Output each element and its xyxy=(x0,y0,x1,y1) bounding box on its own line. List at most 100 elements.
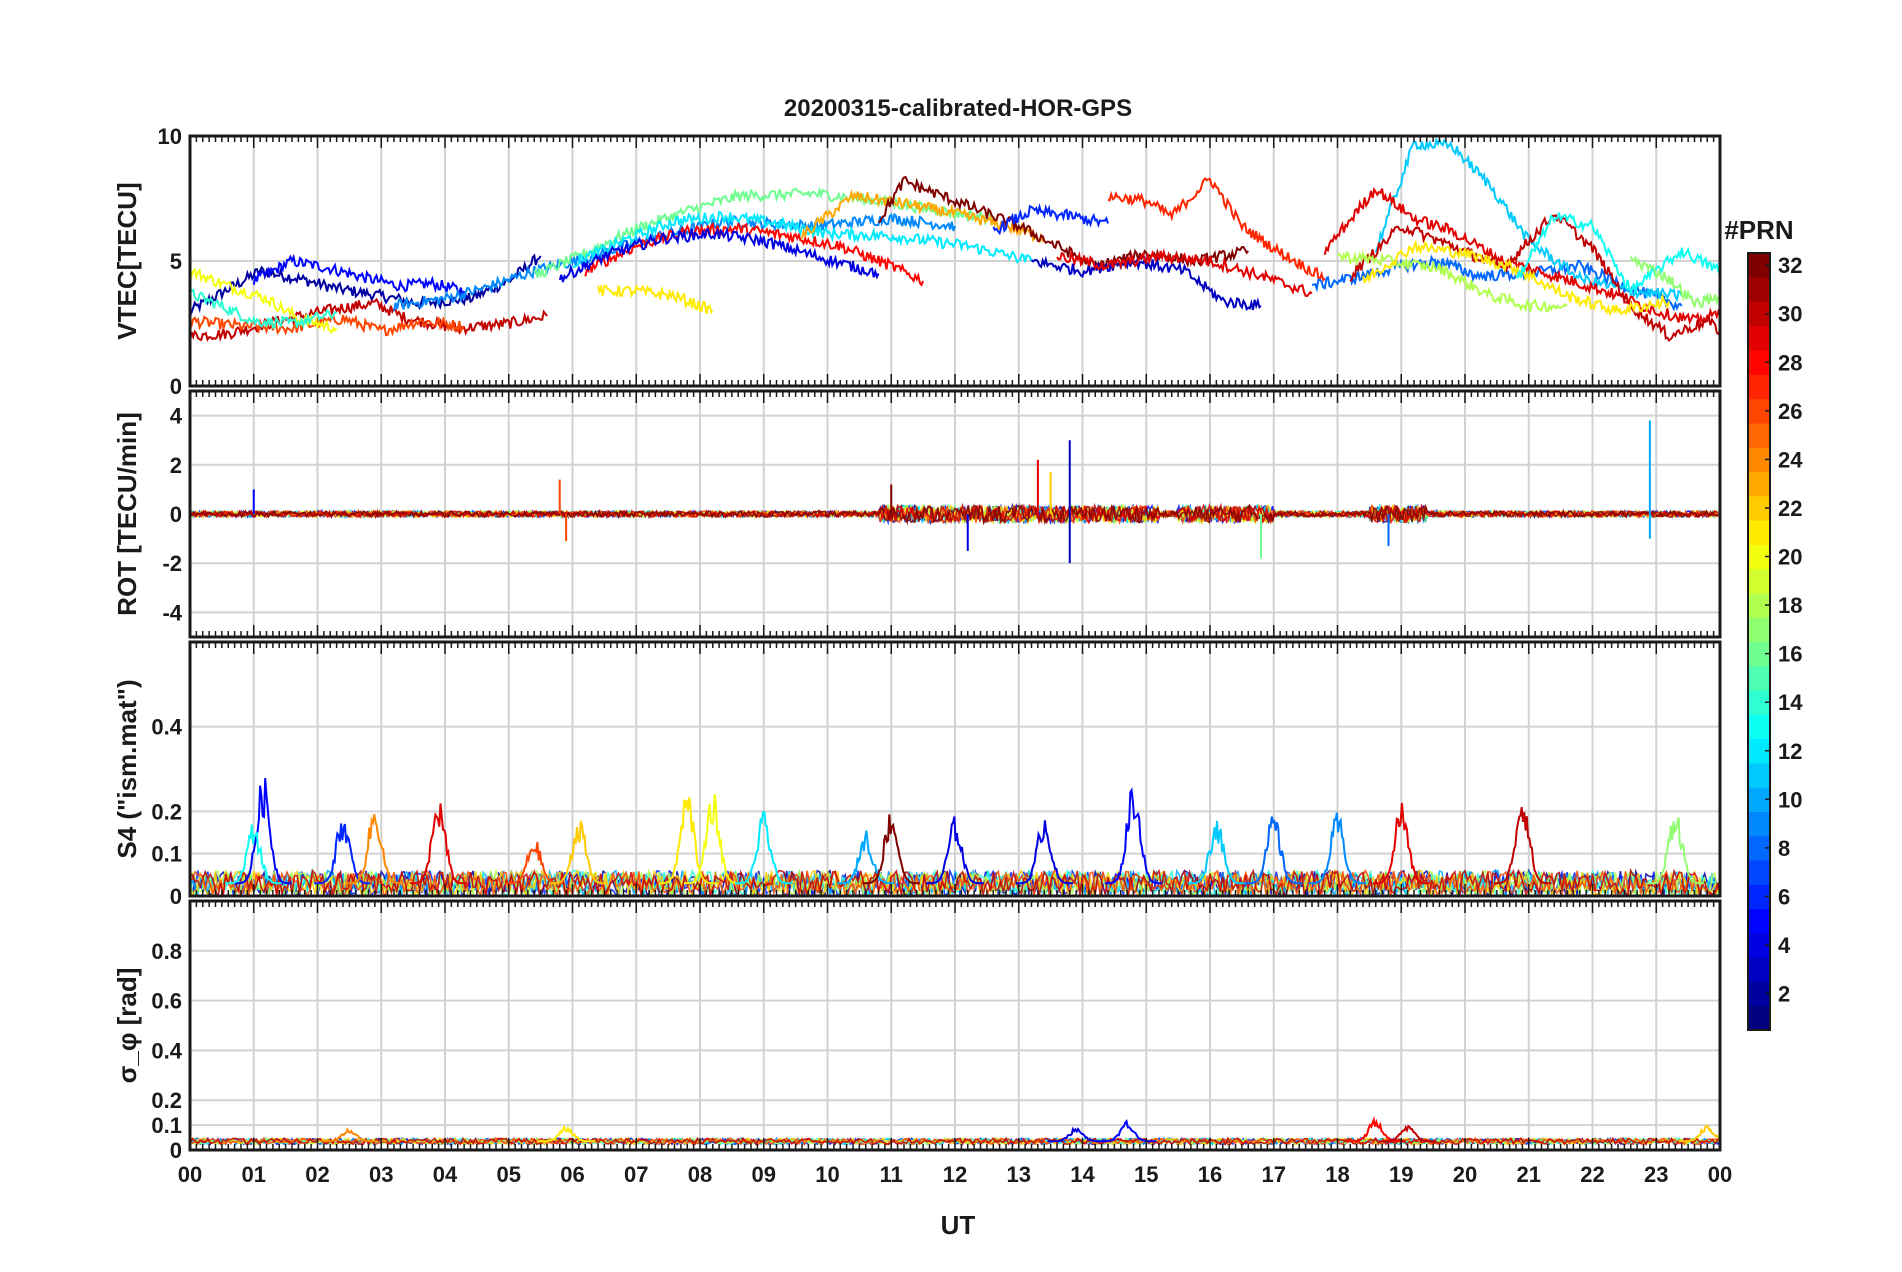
plot-area xyxy=(190,136,1720,343)
vtec-series-prn-17 xyxy=(1629,255,1720,309)
colorbar-tick-label: 8 xyxy=(1778,836,1790,861)
x-tick-label: 00 xyxy=(1708,1162,1732,1187)
y-tick-label: 0.1 xyxy=(151,842,182,867)
colorbar-frame xyxy=(1747,252,1771,1031)
colorbar-tick-label: 30 xyxy=(1778,302,1802,327)
panel-s4: 0 0.1 0.2 0.4 S4 ("ism.mat") xyxy=(112,640,1722,909)
y-tick-label: 0.4 xyxy=(151,715,182,740)
vtec-series-prn-18 xyxy=(1336,249,1568,313)
s4-peak xyxy=(550,820,608,885)
x-tick-label: 07 xyxy=(624,1162,648,1187)
colorbar-segment xyxy=(1748,495,1770,521)
sigma_phi-peak xyxy=(320,1127,377,1143)
plot-area xyxy=(190,420,1719,564)
vtec-series-prn-12 xyxy=(572,210,1033,269)
vtec-series-prn-2 xyxy=(190,253,542,315)
colorbar-segment xyxy=(1748,762,1770,788)
y-tick-label: 4 xyxy=(170,404,183,429)
colorbar-tick-label: 18 xyxy=(1778,593,1802,618)
x-tick-label: 15 xyxy=(1134,1162,1158,1187)
colorbar-segment xyxy=(1748,714,1770,740)
colorbar-segment xyxy=(1748,398,1770,424)
colorbar-segment xyxy=(1748,422,1770,448)
colorbar-tick-label: 2 xyxy=(1778,982,1790,1007)
y-tick-label: -4 xyxy=(162,600,182,625)
colorbar-segment xyxy=(1748,520,1770,545)
colorbar-segment xyxy=(1748,981,1770,1007)
x-tick-label: 21 xyxy=(1517,1162,1541,1187)
x-axis-label: UT xyxy=(941,1210,976,1240)
vtec-series-prn-30 xyxy=(1349,212,1720,343)
colorbar-segment xyxy=(1748,932,1770,958)
vtec-series-prn-29 xyxy=(1056,248,1313,298)
sigma_phi-peak xyxy=(1378,1124,1437,1143)
y-axis-label: ROT [TECU/min] xyxy=(112,412,142,616)
colorbar-tick-label: 6 xyxy=(1778,884,1790,909)
x-tick-label: 05 xyxy=(497,1162,521,1187)
colorbar-segment xyxy=(1748,277,1770,303)
colorbar-segment xyxy=(1748,908,1770,934)
colorbar-segment xyxy=(1748,374,1770,400)
colorbar-segment xyxy=(1748,690,1770,715)
colorbar-segment xyxy=(1748,738,1770,764)
colorbar-tick-label: 24 xyxy=(1778,447,1803,472)
x-tick-label: 00 xyxy=(178,1162,202,1187)
y-tick-label: 0.1 xyxy=(151,1113,182,1138)
colorbar-segment xyxy=(1748,471,1770,497)
vtec-series-prn-4 xyxy=(558,226,880,283)
y-axis-label: σ_φ [rad] xyxy=(112,968,142,1084)
panel-vtec: 0 5 10 VTEC[TECU] xyxy=(112,124,1722,399)
x-tick-label: 09 xyxy=(752,1162,776,1187)
colorbar-segment xyxy=(1748,253,1770,278)
s4-peak xyxy=(234,778,291,885)
y-tick-label: 0 xyxy=(170,1138,182,1163)
x-tick-label: 08 xyxy=(688,1162,712,1187)
vtec-series-prn-11 xyxy=(1374,136,1683,303)
sigma_phi-peak xyxy=(537,1124,595,1143)
s4-peak xyxy=(409,803,468,885)
x-tick-label: 23 xyxy=(1644,1162,1668,1187)
vtec-series-prn-21 xyxy=(597,283,714,315)
colorbar-tick-label: 12 xyxy=(1778,739,1802,764)
colorbar-segment xyxy=(1748,884,1770,910)
vtec-series-prn-21 xyxy=(1362,239,1670,317)
x-tick-label: 16 xyxy=(1198,1162,1222,1187)
sigma_phi-peak xyxy=(1678,1124,1720,1143)
s4-peak xyxy=(1493,806,1552,885)
colorbar-segment xyxy=(1748,544,1770,570)
x-tick-label: 18 xyxy=(1325,1162,1349,1187)
colorbar-tick-label: 14 xyxy=(1778,690,1803,715)
colorbar-segment xyxy=(1748,665,1770,691)
axes-box xyxy=(188,389,1722,639)
chart-title: 20200315-calibrated-HOR-GPS xyxy=(784,95,1132,122)
sigma_phi-peak xyxy=(1047,1126,1105,1143)
vtec-series-prn-14 xyxy=(190,288,338,330)
panel-rot: -4 -2 0 2 4 ROT [TECU/min] xyxy=(112,389,1722,639)
x-tick-label: 06 xyxy=(560,1162,584,1187)
colorbar-segment xyxy=(1748,301,1770,327)
s4-peak xyxy=(1187,820,1246,885)
vtec-series-prn-27 xyxy=(1107,177,1326,283)
x-tick-label: 03 xyxy=(369,1162,393,1187)
y-tick-label: 5 xyxy=(170,249,182,274)
colorbar-segment xyxy=(1748,787,1770,812)
colorbar-tick-label: 28 xyxy=(1778,350,1802,375)
x-tick-label: 04 xyxy=(433,1162,458,1187)
x-tick-label: 17 xyxy=(1262,1162,1286,1187)
x-tick-label: 12 xyxy=(943,1162,967,1187)
s4-peak xyxy=(1308,812,1367,885)
colorbar-segment xyxy=(1748,835,1770,861)
colorbar-segment xyxy=(1748,641,1770,667)
y-tick-label: 0 xyxy=(170,884,182,909)
vtec-series-prn-32 xyxy=(878,175,1250,271)
y-tick-label: 2 xyxy=(170,453,182,478)
axes-box xyxy=(188,640,1722,898)
y-axis-label: VTEC[TECU] xyxy=(112,182,142,339)
vtec-series-prn-20 xyxy=(190,267,338,335)
s4-peak xyxy=(926,816,984,885)
colorbar-segment xyxy=(1748,350,1770,375)
x-tick-label: 13 xyxy=(1007,1162,1031,1187)
y-tick-label: 0.2 xyxy=(151,1088,182,1113)
colorbar-tick-label: 32 xyxy=(1778,253,1802,278)
